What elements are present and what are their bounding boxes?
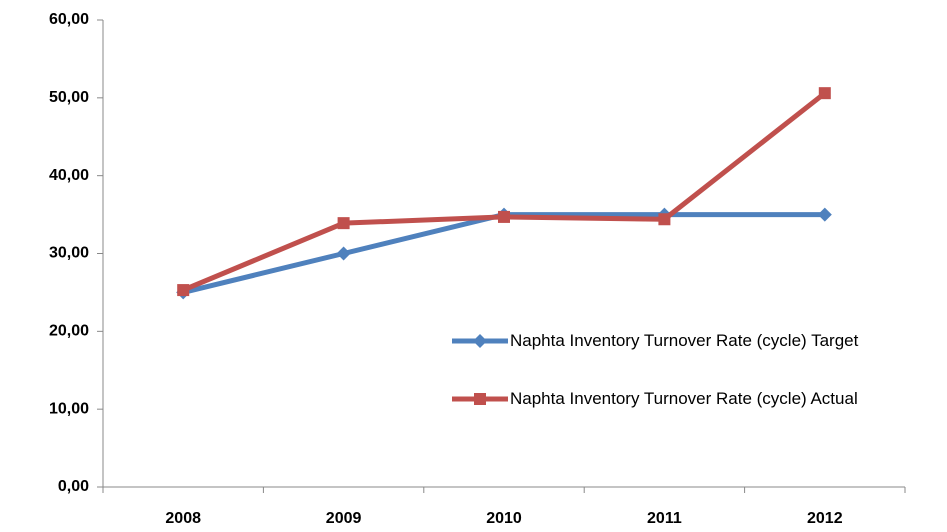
point — [337, 217, 350, 230]
y-tick-label: 30,00 — [49, 245, 89, 262]
y-tick-label: 10,00 — [49, 400, 89, 417]
point — [817, 207, 832, 222]
point — [336, 246, 351, 261]
point — [818, 87, 831, 100]
legend-label: Naphta Inventory Turnover Rate (cycle) T… — [510, 331, 859, 350]
series-line — [182, 212, 825, 295]
legend-marker — [473, 334, 487, 348]
y-tick-label: 20,00 — [49, 323, 89, 340]
y-tick-label: 0,00 — [58, 478, 89, 495]
point — [498, 210, 510, 223]
x-tick-label: 2012 — [807, 510, 843, 527]
point — [177, 284, 190, 297]
y-tick-label: 40,00 — [49, 167, 89, 184]
series-line — [182, 91, 827, 293]
y-tick-label: 50,00 — [49, 89, 89, 106]
point — [658, 213, 671, 226]
legend-marker — [474, 393, 486, 405]
legend-label: Naphta Inventory Turnover Rate (cycle) A… — [510, 389, 858, 408]
y-tick-label: 60,00 — [49, 11, 89, 28]
x-tick-label: 2011 — [647, 510, 682, 527]
x-tick-label: 2008 — [165, 510, 201, 527]
x-tick-label: 2009 — [326, 510, 362, 527]
x-tick-label: 2010 — [486, 510, 522, 527]
